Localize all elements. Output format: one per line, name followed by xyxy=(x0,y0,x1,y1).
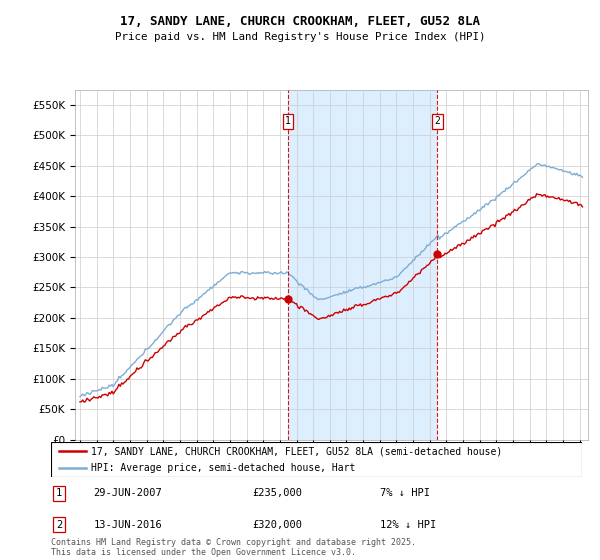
Text: 1: 1 xyxy=(285,116,291,126)
Text: 1: 1 xyxy=(56,488,62,498)
Text: £235,000: £235,000 xyxy=(253,488,303,498)
Text: 29-JUN-2007: 29-JUN-2007 xyxy=(94,488,162,498)
Text: 17, SANDY LANE, CHURCH CROOKHAM, FLEET, GU52 8LA (semi-detached house): 17, SANDY LANE, CHURCH CROOKHAM, FLEET, … xyxy=(91,446,502,456)
Bar xyxy=(288,90,437,440)
Text: Contains HM Land Registry data © Crown copyright and database right 2025.
This d: Contains HM Land Registry data © Crown c… xyxy=(51,538,416,557)
Text: 12% ↓ HPI: 12% ↓ HPI xyxy=(380,520,436,530)
Text: 7% ↓ HPI: 7% ↓ HPI xyxy=(380,488,430,498)
Text: 2: 2 xyxy=(434,116,440,126)
Text: £320,000: £320,000 xyxy=(253,520,303,530)
Text: 2: 2 xyxy=(56,520,62,530)
Text: Price paid vs. HM Land Registry's House Price Index (HPI): Price paid vs. HM Land Registry's House … xyxy=(115,32,485,43)
FancyBboxPatch shape xyxy=(51,442,582,477)
Text: 13-JUN-2016: 13-JUN-2016 xyxy=(94,520,162,530)
Text: 17, SANDY LANE, CHURCH CROOKHAM, FLEET, GU52 8LA: 17, SANDY LANE, CHURCH CROOKHAM, FLEET, … xyxy=(120,15,480,28)
Text: HPI: Average price, semi-detached house, Hart: HPI: Average price, semi-detached house,… xyxy=(91,464,355,473)
